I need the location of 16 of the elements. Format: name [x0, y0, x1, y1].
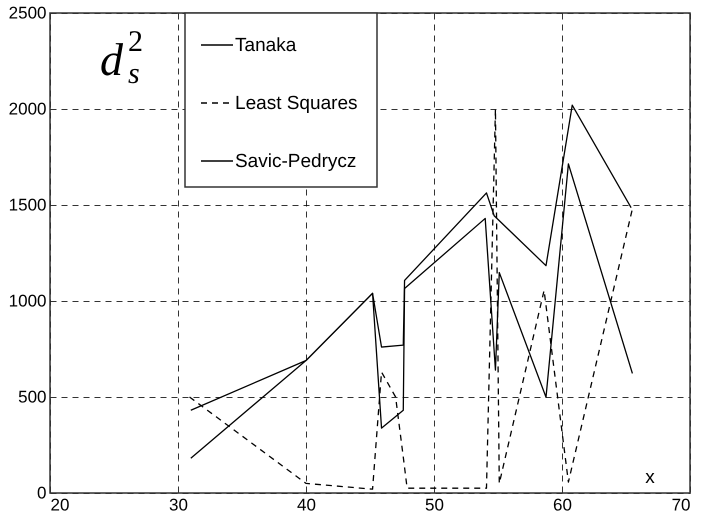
y-tick-label: 1000 [8, 292, 46, 310]
y-tick-label: 2500 [8, 4, 46, 22]
x-tick-label: 50 [425, 496, 444, 514]
x-tick-label: 70 [672, 496, 690, 514]
x-tick-label: 20 [50, 496, 70, 514]
x-tick-label: 30 [169, 496, 188, 514]
y-tick-label: 2000 [8, 100, 46, 118]
y-tick-label: 1500 [8, 196, 46, 214]
x-tick-label: 60 [553, 496, 572, 514]
y-tick-label: 0 [37, 484, 46, 502]
legend-label: Savic-Pedrycz [235, 151, 356, 172]
legend-label: Least Squares [235, 93, 358, 114]
x-axis-title: x [645, 467, 656, 488]
y-tick-label: 500 [18, 388, 46, 406]
legend-label: Tanaka [235, 35, 297, 56]
x-tick-label: 40 [297, 496, 316, 514]
